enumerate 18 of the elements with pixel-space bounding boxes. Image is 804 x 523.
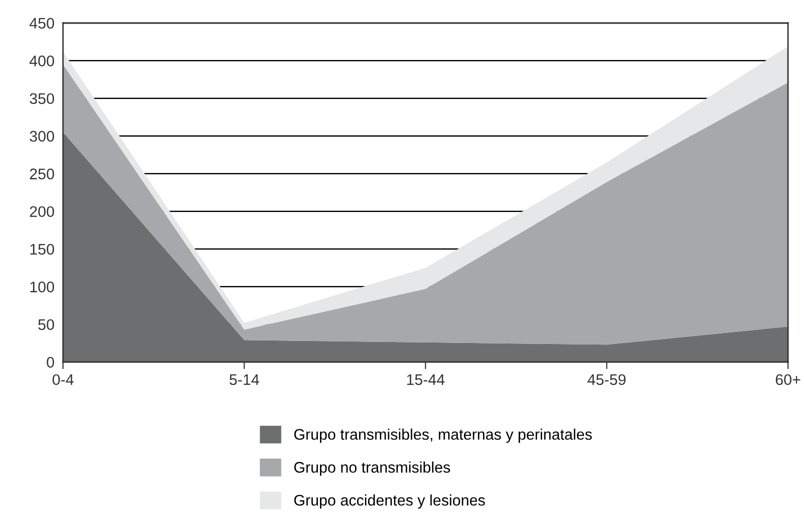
x-tick-label: 45-59 (588, 374, 626, 386)
legend-label: Grupo accidentes y lesiones (294, 494, 485, 509)
y-tick-label: 0 (46, 356, 54, 368)
y-tick-label: 100 (30, 282, 54, 292)
legend-label: Grupo no transmisibles (294, 462, 450, 476)
x-tick-label: 15-44 (407, 374, 445, 386)
x-tick-label: 0-4 (52, 374, 74, 386)
x-tick-label: 5-14 (230, 374, 260, 386)
y-tick-label: 150 (30, 244, 54, 255)
y-tick-label: 300 (30, 130, 54, 142)
legend-label: Grupo transmisibles, maternas y perinatales (294, 428, 592, 443)
y-tick-label: 350 (30, 93, 54, 104)
y-tick-label: 200 (30, 206, 54, 218)
y-tick-label: 400 (30, 56, 54, 66)
y-tick-label: 250 (30, 168, 54, 180)
y-tick-label: 450 (30, 18, 54, 29)
x-tick-label: 60+ (776, 374, 800, 386)
y-tick-label: 50 (38, 319, 54, 330)
